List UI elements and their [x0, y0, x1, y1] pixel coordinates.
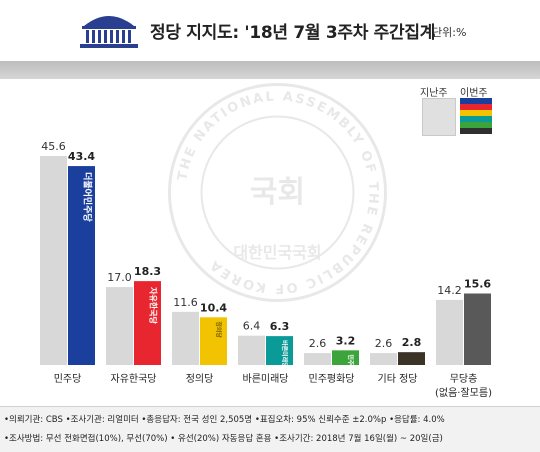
- bar-prev-week: [40, 156, 67, 365]
- bar-party-name: 자유한국당: [149, 287, 159, 324]
- value-label-prev: 45.6: [41, 140, 66, 153]
- category-label: 정의당: [186, 373, 214, 385]
- bar-party-name: 더불어민주당: [82, 172, 94, 222]
- bar-prev-week: [370, 353, 397, 365]
- footer-line-2: •조사방법: 무선 전화면접(10%), 무선(70%) • 유선(20%) 자…: [4, 434, 443, 444]
- category-label: 기타 정당: [378, 373, 418, 385]
- header-band: [0, 61, 540, 79]
- footer-line-1: •의뢰기관: CBS •조사기관: 리얼미터 •총응답자: 전국 성인 2,50…: [4, 415, 445, 425]
- bar-prev-week: [436, 299, 463, 365]
- bar-this-week: [332, 350, 359, 365]
- seal-center-text: 국회: [250, 175, 305, 210]
- legend-cur-stripe: [460, 110, 492, 116]
- legend-prev-swatch: [422, 98, 456, 136]
- national-assembly-building-icon: [80, 16, 138, 48]
- unit-label: 단위:%: [432, 26, 467, 39]
- bar-prev-week: [106, 287, 133, 365]
- legend-cur-stripe: [460, 98, 492, 104]
- bar-this-week: [200, 317, 227, 365]
- seal-bottom-text: 대한민국국회: [233, 243, 321, 262]
- national-assembly-seal-watermark: THE NATIONAL ASSEMBLY OF THE REPUBLIC OF…: [168, 83, 387, 302]
- value-label-prev: 2.6: [375, 337, 393, 350]
- bar-this-week: [464, 293, 491, 365]
- category-label: 민주평화당: [309, 373, 355, 385]
- value-label-prev: 2.6: [309, 337, 327, 350]
- category-label: 자유한국당: [111, 373, 157, 385]
- value-label-prev: 6.4: [243, 320, 261, 333]
- header: 정당 지지도: '18년 7월 3주차 주간집계 단위:%: [0, 0, 540, 60]
- legend-cur-label: 이번주: [460, 88, 488, 99]
- value-label-prev: 11.6: [173, 296, 198, 309]
- bar-prev-week: [172, 311, 199, 365]
- legend-cur-stripe: [460, 116, 492, 122]
- bar-prev-week: [304, 353, 331, 365]
- category-label: 바른미래당: [243, 373, 289, 385]
- value-label-cur: 43.4: [68, 150, 95, 163]
- legend-cur-stripe: [460, 128, 492, 134]
- bar-party-name: 민주평화당: [347, 354, 355, 382]
- value-label-cur: 18.3: [134, 265, 161, 278]
- value-label-cur: 3.2: [336, 334, 356, 347]
- bar-party-name: 정의당: [215, 321, 223, 338]
- bar-party-name: 바른미래당: [281, 340, 289, 368]
- legend-prev-label: 지난주: [420, 88, 448, 99]
- category-label: 무당층: [450, 373, 478, 385]
- legend-cur-stripe: [460, 122, 492, 128]
- survey-footer: •의뢰기관: CBS •조사기관: 리얼미터 •총응답자: 전국 성인 2,50…: [0, 406, 540, 452]
- bar-this-week: [134, 281, 161, 365]
- value-label-cur: 2.8: [402, 336, 422, 349]
- category-label: 민주당: [54, 373, 82, 385]
- value-label-cur: 15.6: [464, 278, 491, 291]
- value-label-cur: 6.3: [270, 320, 290, 333]
- legend-cur-stripe: [460, 104, 492, 110]
- legend-cur-swatch: [460, 98, 492, 134]
- page-title: 정당 지지도: '18년 7월 3주차 주간집계: [150, 23, 436, 43]
- value-label-prev: 14.2: [437, 284, 462, 297]
- bar-this-week: [398, 352, 425, 365]
- category-label: (없음·잘모름): [435, 386, 492, 399]
- bar-this-week: [266, 336, 293, 365]
- bar-prev-week: [238, 335, 265, 365]
- value-label-prev: 17.0: [107, 271, 132, 284]
- value-label-cur: 10.4: [200, 301, 227, 314]
- bar-this-week: [68, 166, 95, 365]
